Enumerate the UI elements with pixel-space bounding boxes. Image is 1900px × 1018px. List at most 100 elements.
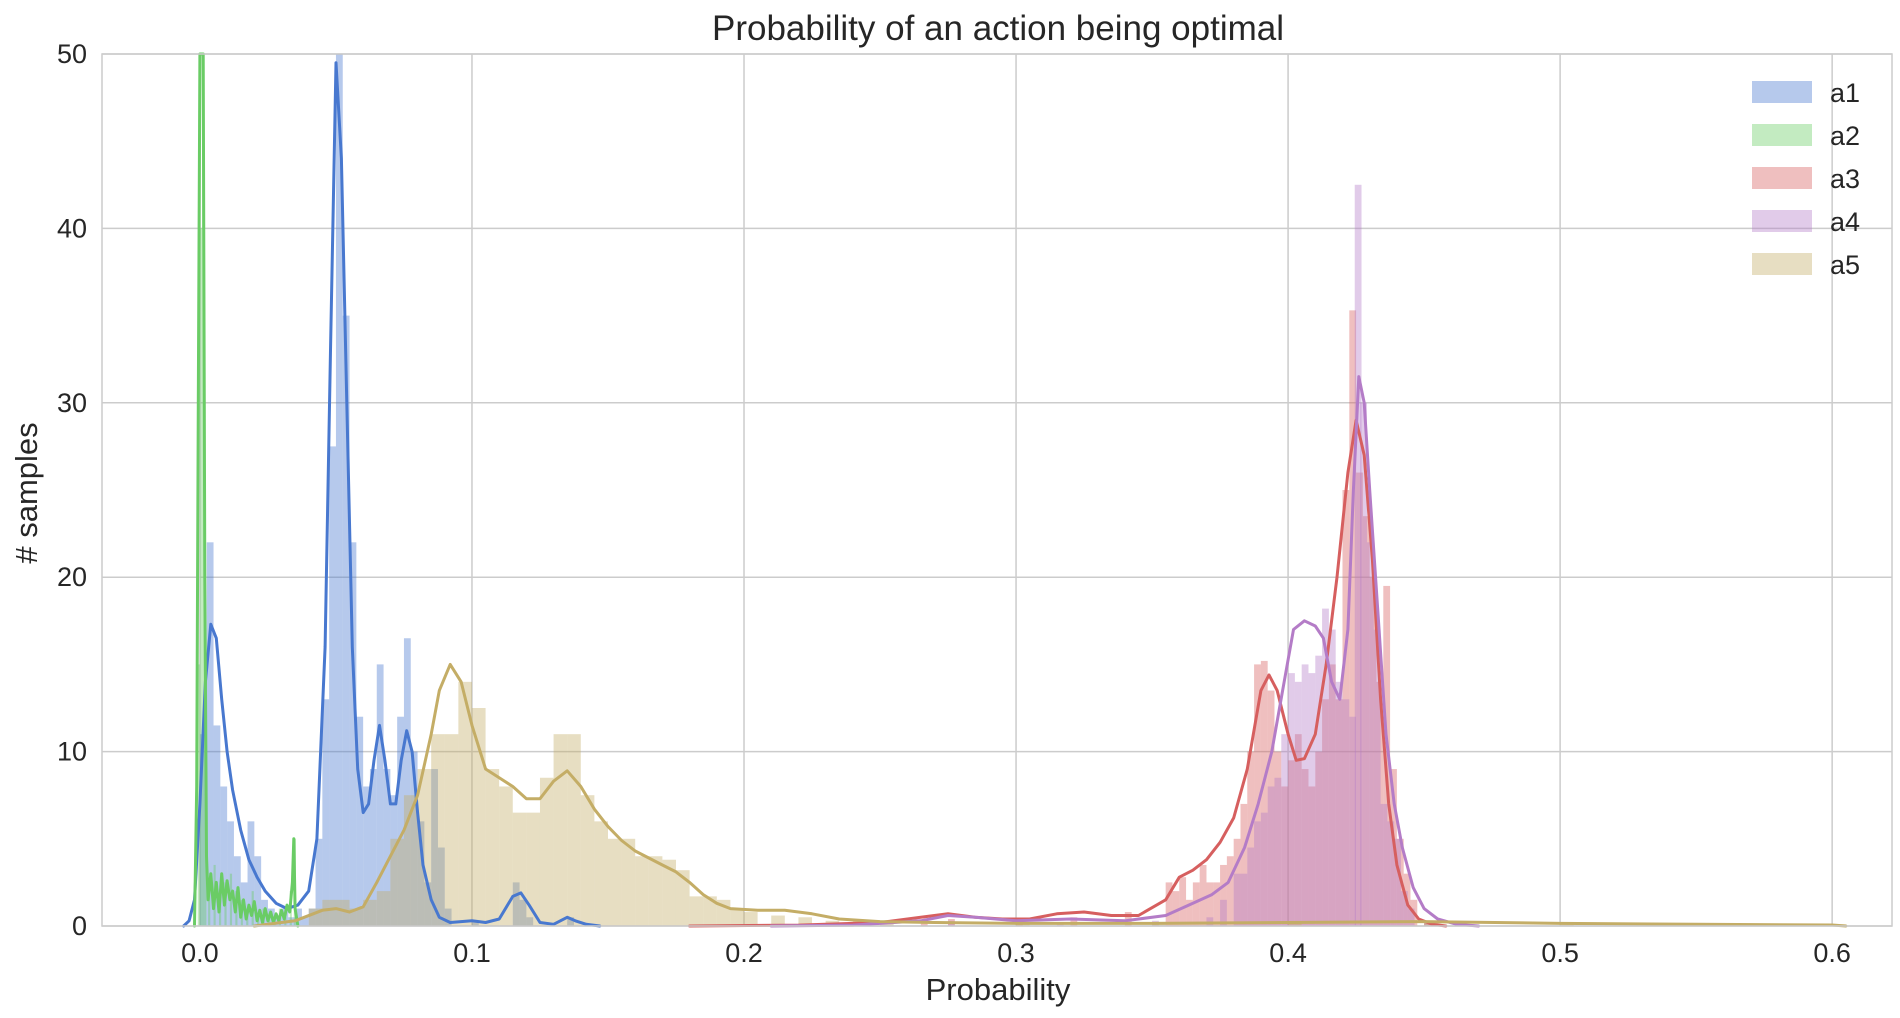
bar-a4 (1360, 402, 1367, 926)
bar-a4 (1366, 542, 1374, 926)
bar-a3 (1315, 751, 1323, 926)
bar-a3 (1240, 803, 1248, 926)
x-tick-label: 0.0 (181, 938, 219, 968)
y-axis-title: # samples (9, 422, 44, 563)
bar-a1 (213, 725, 221, 926)
bar-a5 (1288, 923, 1302, 926)
x-tick-label: 0.1 (453, 938, 491, 968)
bar-a1 (512, 882, 520, 926)
bar-a1 (444, 908, 452, 926)
bar-a1 (247, 821, 255, 926)
bar-a1 (363, 786, 370, 926)
bar-a4 (1260, 812, 1268, 926)
bar-a3 (1267, 690, 1275, 926)
bar-a3 (1247, 751, 1255, 926)
bar-a4 (1247, 847, 1255, 926)
bar-a5 (403, 795, 418, 926)
bar-a3 (1192, 882, 1200, 926)
x-tick-label: 0.4 (1269, 938, 1307, 968)
bar-a3 (1226, 856, 1234, 926)
bar-a5 (512, 812, 527, 926)
bar-a1 (342, 315, 350, 927)
bar-a3 (1172, 891, 1180, 926)
legend-swatch-a3 (1752, 167, 1812, 189)
bar-a1 (376, 664, 384, 926)
bar-a4 (1342, 699, 1350, 926)
bar-a5 (744, 912, 758, 926)
bar-a4 (1240, 873, 1248, 926)
y-tick-label: 30 (57, 388, 87, 418)
bar-a4 (1308, 673, 1316, 926)
bar-a3 (1165, 882, 1173, 926)
histogram-a4 (948, 184, 1431, 927)
bar-a5 (594, 821, 608, 926)
bar-a4 (1380, 803, 1388, 926)
x-axis-title: Probability (926, 972, 1071, 1007)
y-axis-ticks: 0 10 20 30 40 50 (57, 39, 87, 941)
bar-a1 (437, 847, 445, 926)
bar-a3 (1356, 472, 1363, 926)
bar-a5 (648, 856, 663, 926)
bar-a4 (1267, 786, 1275, 926)
x-tick-label: 0.5 (1541, 938, 1579, 968)
bar-a4 (1407, 908, 1415, 926)
x-axis-ticks: 0.0 0.1 0.2 0.3 0.4 0.5 0.6 (181, 938, 1851, 968)
y-tick-label: 0 (72, 911, 87, 941)
bar-a3 (1328, 664, 1336, 926)
bar-a3 (1199, 864, 1207, 926)
bar-a3 (1308, 786, 1316, 926)
bar-a3 (1254, 664, 1261, 926)
bar-a4 (1281, 734, 1289, 926)
histogram-a1 (199, 54, 574, 927)
legend-label-a4: a4 (1830, 207, 1860, 237)
bar-a2 (199, 228, 203, 926)
bar-a4 (1220, 899, 1227, 926)
bar-a2 (208, 891, 211, 926)
bar-a1 (519, 899, 527, 926)
bar-a1 (356, 716, 364, 926)
bar-a3 (1322, 699, 1329, 926)
y-tick-label: 10 (57, 737, 87, 767)
plot-content (182, 52, 1848, 928)
bar-a5 (771, 915, 785, 926)
legend-label-a3: a3 (1830, 164, 1860, 194)
bar-a3 (1260, 660, 1268, 926)
bar-a1 (369, 769, 377, 926)
bar-a5 (621, 838, 636, 926)
bar-a5 (431, 734, 445, 926)
bar-a5 (526, 812, 540, 926)
x-tick-label: 0.6 (1813, 938, 1851, 968)
bar-a3 (1070, 917, 1078, 926)
chart-title: Probability of an action being optimal (712, 9, 1284, 48)
bar-a4 (1387, 821, 1395, 926)
legend-swatch-a4 (1752, 210, 1812, 232)
bar-a1 (431, 769, 438, 926)
bar-a3 (1369, 577, 1377, 926)
y-tick-label: 20 (57, 562, 87, 592)
bar-a5 (322, 899, 336, 926)
bar-a4 (1394, 838, 1401, 926)
bar-a3 (1362, 516, 1370, 926)
legend-label-a2: a2 (1830, 121, 1860, 151)
bar-a1 (295, 908, 302, 926)
bar-a3 (1349, 310, 1357, 926)
bar-a4 (1335, 681, 1343, 926)
bar-a1 (417, 821, 425, 926)
bar-a1 (199, 734, 207, 926)
legend: a1 a2 a3 a4 a5 (1752, 78, 1860, 280)
bar-a3 (1213, 882, 1221, 926)
bar-a3 (1383, 585, 1391, 926)
bar-a1 (220, 786, 228, 926)
density-line-a4 (769, 375, 1480, 928)
bar-a1 (390, 795, 398, 926)
legend-swatch-a5 (1752, 253, 1812, 275)
bar-a5 (703, 896, 717, 926)
plot-frame (101, 53, 1893, 927)
bar-a5 (675, 870, 690, 926)
bar-a3 (1233, 838, 1241, 926)
bar-a1 (424, 882, 432, 926)
bar-a5 (730, 908, 745, 926)
bar-a4 (1322, 608, 1329, 926)
bar-a1 (397, 716, 404, 926)
